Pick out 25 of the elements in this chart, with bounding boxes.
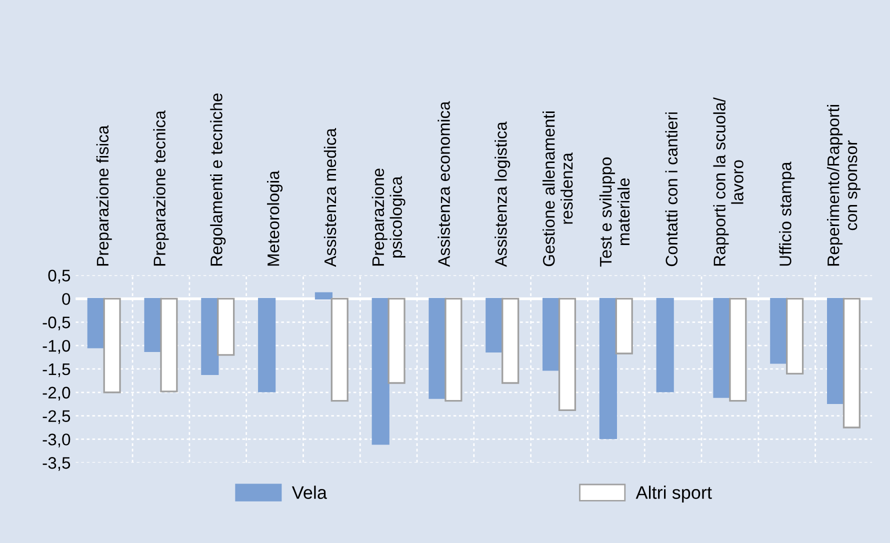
x-tick-label: Rapporti con la scuola/ lavoro: [713, 97, 744, 266]
y-tick-label: -3,5: [42, 457, 70, 471]
y-tick-label: -2,0: [42, 386, 70, 401]
y-tick-label: 0,5: [48, 270, 70, 284]
x-tick-label: Preparazione psicologica: [372, 168, 406, 266]
y-tick-label: -0,5: [42, 316, 70, 330]
x-tick-label: Meteorologia: [267, 170, 283, 266]
x-tick-label: Contatti con i cantieri: [665, 112, 678, 266]
x-tick-label: Assistenza logistica: [494, 122, 510, 267]
x-tick-label: Ufficio stampa: [779, 162, 795, 266]
y-tick-label: -2,5: [42, 410, 70, 424]
x-tick-label: Preparazione tecnica: [153, 110, 169, 266]
y-tick-label: 0: [62, 293, 70, 305]
x-tick-label: Preparazione fisica: [96, 125, 112, 266]
x-tick-label: Assistenza economica: [438, 101, 450, 267]
y-tick-label: -3,0: [42, 434, 70, 448]
x-tick-label: Test e sviluppo materiale: [599, 157, 630, 267]
legend-label: Vela: [292, 486, 327, 499]
y-tick-label: -1,5: [42, 364, 70, 378]
x-tick-label: Regolamenti e tecniche: [210, 94, 226, 266]
x-tick-label: Assistenza medica: [324, 128, 336, 267]
x-tick-label: Gestione allenamenti residenza: [542, 112, 573, 266]
x-tick-label: Reperimento/Rapporti con sponsor: [827, 105, 860, 266]
legend-label: Altri sport: [636, 486, 712, 503]
y-tick-label: -1,0: [42, 340, 70, 354]
